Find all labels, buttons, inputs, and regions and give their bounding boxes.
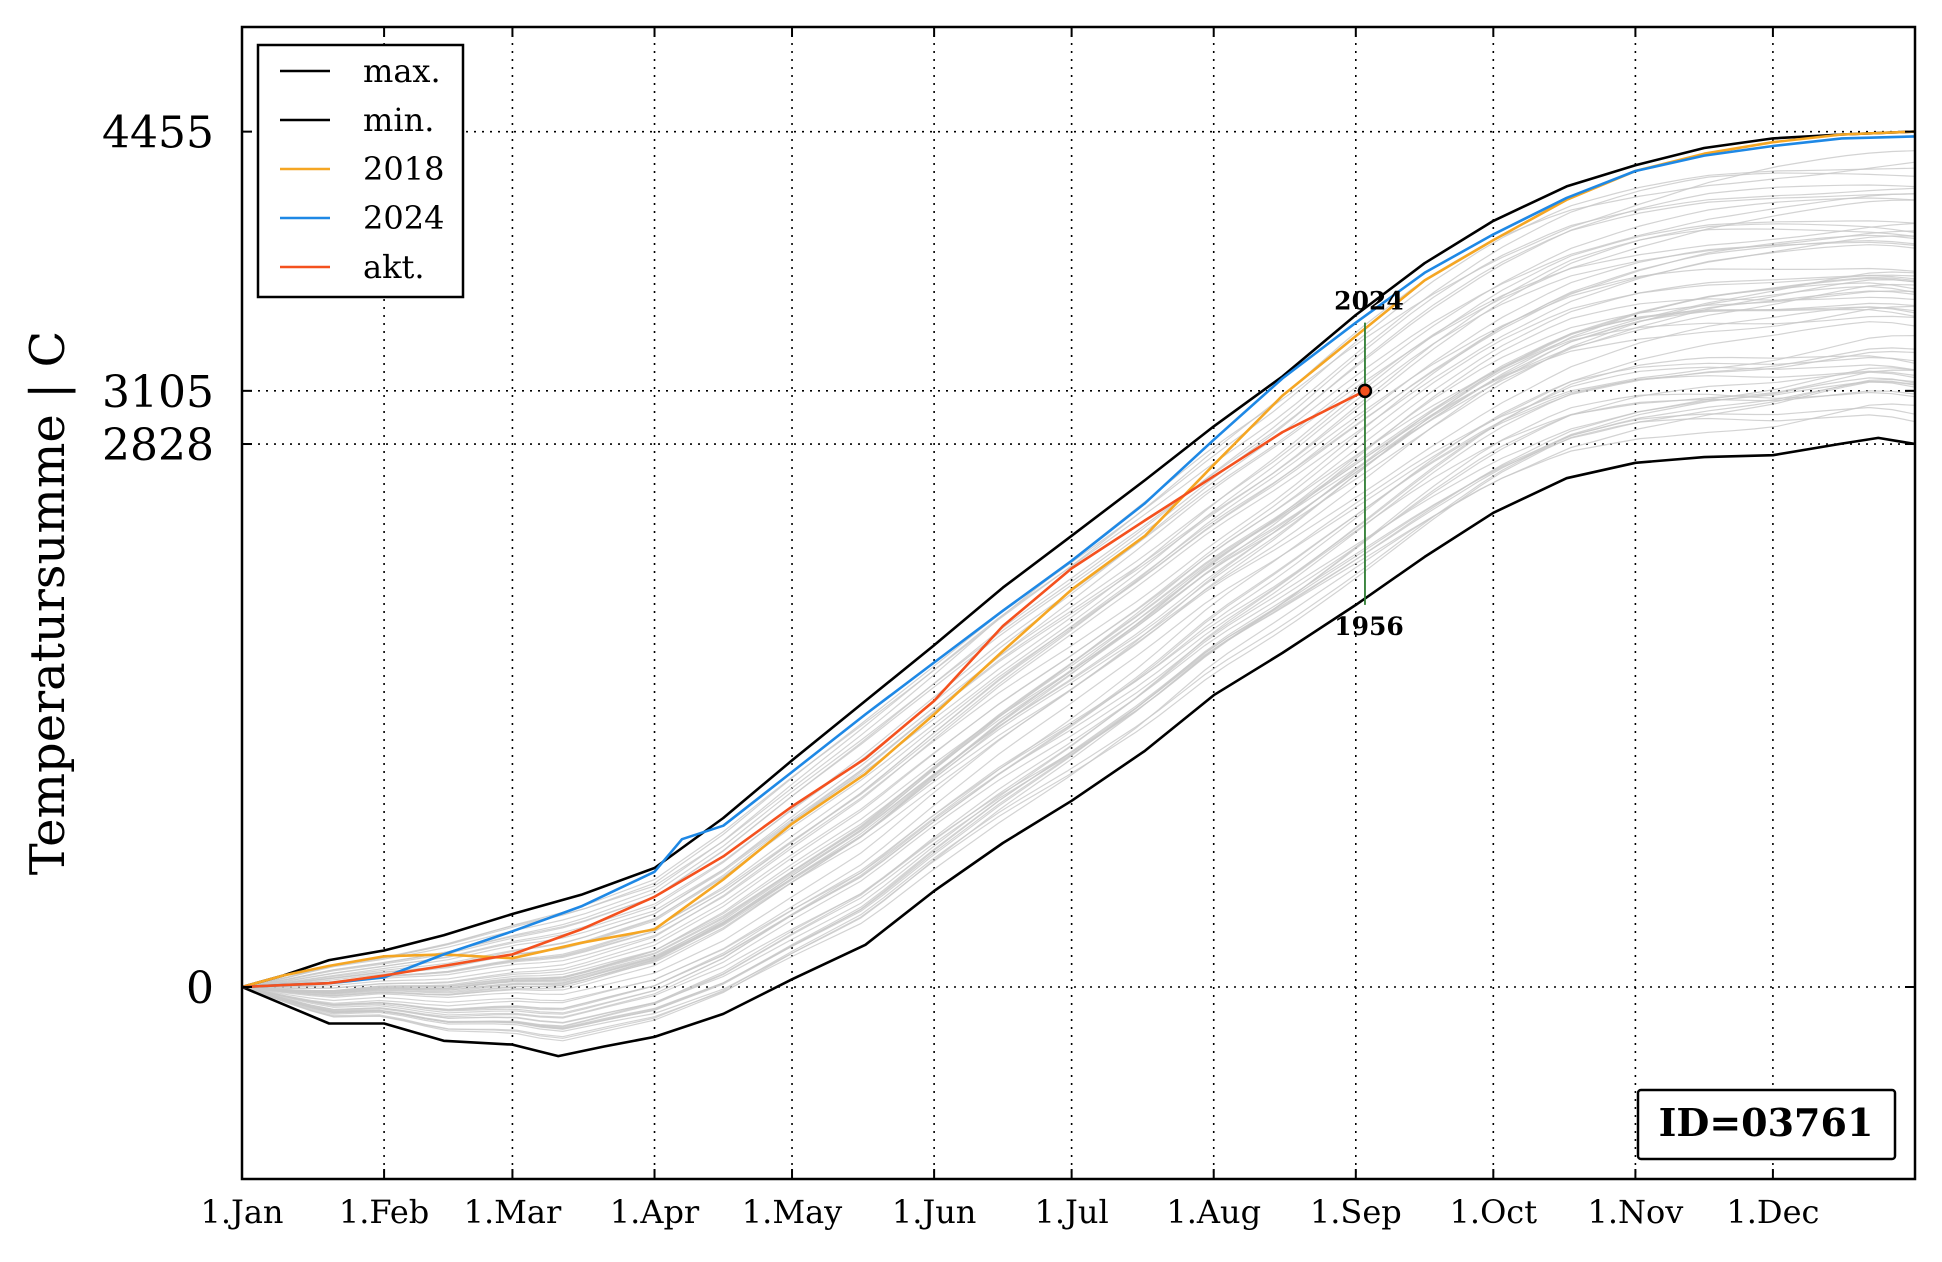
background-year-line (242, 367, 1915, 1024)
legend-label: akt. (363, 248, 425, 286)
background-year-line (242, 370, 1915, 1018)
background-year-line (242, 414, 1915, 1042)
background-year-lines (242, 150, 1915, 1042)
background-year-line (242, 241, 1915, 988)
legend-label: max. (363, 52, 441, 90)
x-tick-label: 1.Jul (1035, 1193, 1109, 1231)
background-year-line (242, 220, 1915, 988)
range-marker: 2024 1956 (1334, 287, 1404, 641)
range-marker-bottom-label: 1956 (1334, 612, 1404, 641)
background-year-line (242, 167, 1915, 988)
background-year-line (242, 355, 1915, 1014)
background-year-line (242, 239, 1915, 988)
x-tick-label: 1.May (742, 1193, 842, 1231)
current-value-point (1357, 383, 1373, 399)
y-tick-label: 3105 (102, 367, 214, 418)
id-annotation: ID=03761 (1636, 1088, 1897, 1161)
background-year-line (242, 235, 1915, 988)
x-tick-label: 1.Sep (1310, 1193, 1402, 1231)
id-annotation-text: ID=03761 (1659, 1100, 1874, 1145)
series-line-akt (242, 389, 1366, 989)
background-year-line (242, 315, 1915, 997)
background-year-line (242, 335, 1915, 1007)
x-tick-label: 1.Nov (1587, 1193, 1683, 1231)
series-lines (242, 130, 1915, 1058)
series-line-max (242, 130, 1915, 989)
legend-box (256, 43, 465, 299)
legend-label: min. (363, 101, 434, 139)
x-tick-label: 1.Jan (200, 1193, 283, 1231)
background-year-line (242, 364, 1915, 1015)
background-year-line (242, 403, 1915, 1038)
background-year-line (242, 193, 1915, 988)
background-year-line (242, 306, 1915, 995)
legend-label: 2024 (363, 199, 444, 237)
y-axis-label: Temperatursumme | C (20, 331, 76, 875)
x-axis-ticks: 1.Jan 1.Feb 1.Mar 1.Apr 1.May 1.Jun 1.Jul 1.Aug… (200, 27, 1819, 1231)
background-year-line (242, 267, 1915, 988)
series-line-2024 (242, 135, 1915, 989)
range-marker-top-label: 2024 (1334, 287, 1404, 316)
background-year-line (242, 285, 1915, 994)
background-year-line (242, 406, 1915, 1039)
x-tick-label: 1.Feb (339, 1193, 429, 1231)
background-year-line (242, 230, 1915, 988)
x-tick-label: 1.Aug (1166, 1193, 1261, 1231)
background-year-line (242, 244, 1915, 988)
x-tick-label: 1.Mar (464, 1193, 562, 1231)
background-year-line (242, 187, 1915, 988)
x-tick-label: 1.Dec (1726, 1193, 1819, 1231)
plot-frame (240, 25, 1917, 1181)
background-year-line (242, 199, 1915, 988)
background-year-line (242, 274, 1915, 990)
background-year-line (242, 347, 1915, 1010)
background-year-line (242, 381, 1915, 1033)
y-tick-label: 0 (186, 963, 214, 1014)
y-tick-label: 4455 (102, 108, 214, 159)
y-tick-label: 2828 (102, 420, 214, 471)
x-tick-label: 1.Oct (1450, 1193, 1538, 1231)
x-tick-label: 1.Apr (610, 1193, 700, 1231)
grid-lines (241, 27, 1915, 1179)
legend: max. min. 2018 2024 akt. (256, 43, 465, 299)
background-year-line (242, 390, 1915, 1028)
background-year-line (242, 161, 1915, 988)
series-line-min (242, 436, 1915, 1058)
id-annotation-box (1636, 1088, 1897, 1161)
background-year-line (242, 193, 1915, 988)
background-year-line (242, 184, 1915, 988)
legend-label: 2018 (363, 150, 444, 188)
background-year-line (242, 321, 1915, 1003)
x-tick-label: 1.Jun (892, 1193, 977, 1231)
background-year-line (242, 271, 1915, 992)
